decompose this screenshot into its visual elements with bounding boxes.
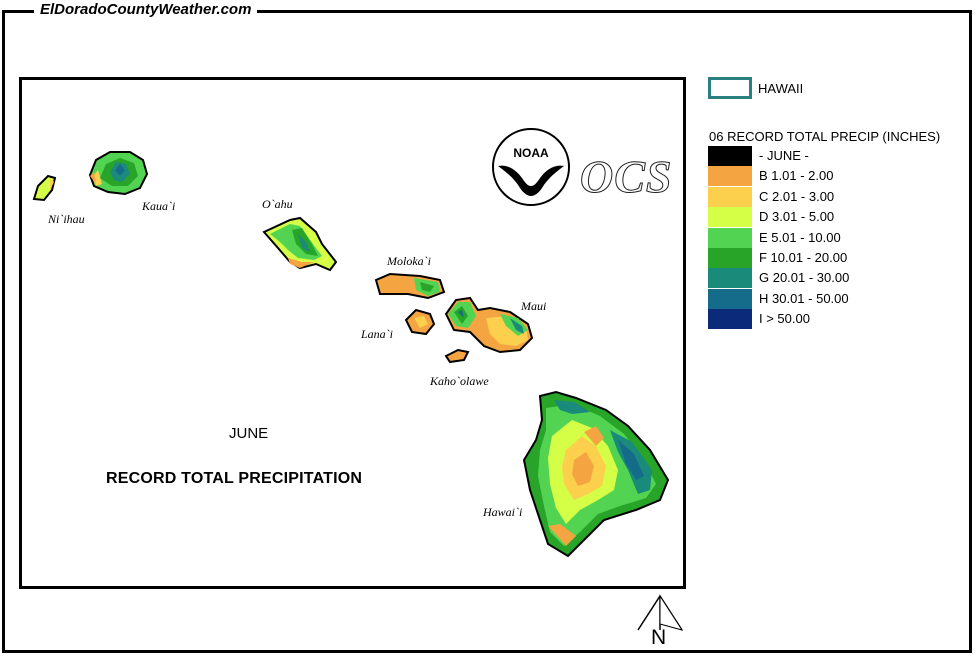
outer-frame bbox=[2, 10, 972, 653]
legend-swatch bbox=[708, 288, 752, 309]
legend-title: 06 RECORD TOTAL PRECIP (INCHES) bbox=[709, 129, 941, 144]
island-oahu bbox=[262, 216, 338, 272]
legend-swatch bbox=[708, 227, 752, 248]
label-molokai: Moloka`i bbox=[387, 254, 431, 268]
north-arrow-icon bbox=[637, 594, 684, 631]
island-maui bbox=[444, 296, 534, 354]
legend-label: - JUNE - bbox=[759, 148, 809, 163]
site-title: ElDoradoCountyWeather.com bbox=[34, 1, 258, 18]
legend-label: E 5.01 - 10.00 bbox=[759, 229, 841, 245]
legend-swatch bbox=[708, 248, 752, 268]
island-hawaii bbox=[522, 390, 670, 558]
north-label: N bbox=[651, 626, 667, 649]
legend-label: I > 50.00 bbox=[759, 311, 810, 327]
legend-label: G 20.01 - 30.00 bbox=[759, 270, 850, 286]
island-lanai bbox=[404, 308, 436, 336]
island-kahoolawe bbox=[444, 348, 470, 364]
legend-area-label: HAWAII bbox=[758, 81, 804, 96]
label-kahoolawe: Kaho`olawe bbox=[430, 374, 489, 388]
noaa-logo: NOAA bbox=[492, 128, 570, 206]
label-lanai: Lana`i bbox=[361, 327, 394, 341]
legend-label: F 10.01 - 20.00 bbox=[759, 250, 848, 265]
noaa-text: NOAA bbox=[513, 146, 549, 160]
legend-swatch bbox=[708, 207, 752, 228]
legend-label: D 3.01 - 5.00 bbox=[759, 209, 835, 225]
legend-swatch bbox=[708, 186, 752, 207]
legend-label: B 1.01 - 2.00 bbox=[759, 168, 834, 184]
legend-label: H 30.01 - 50.00 bbox=[759, 290, 849, 306]
island-kauai bbox=[88, 151, 149, 196]
legend-label: C 2.01 - 3.00 bbox=[759, 188, 835, 204]
island-niihau bbox=[32, 174, 57, 202]
island-molokai bbox=[374, 272, 446, 300]
ocs-logo-text: OCS bbox=[579, 151, 673, 203]
label-kauai: Kaua`i bbox=[142, 199, 176, 213]
label-maui: Maui bbox=[521, 299, 547, 313]
label-hawaii: Hawai`i bbox=[483, 505, 523, 519]
legend-area-swatch bbox=[708, 77, 752, 99]
legend-swatch bbox=[708, 146, 752, 166]
legend-swatch bbox=[708, 309, 752, 330]
label-oahu: O`ahu bbox=[262, 197, 293, 211]
legend-swatch bbox=[708, 268, 752, 289]
month-label: JUNE bbox=[229, 425, 269, 442]
label-niihau: Ni`ihau bbox=[48, 212, 85, 226]
map-title: RECORD TOTAL PRECIPITATION bbox=[106, 470, 363, 487]
legend-swatch bbox=[708, 166, 752, 187]
